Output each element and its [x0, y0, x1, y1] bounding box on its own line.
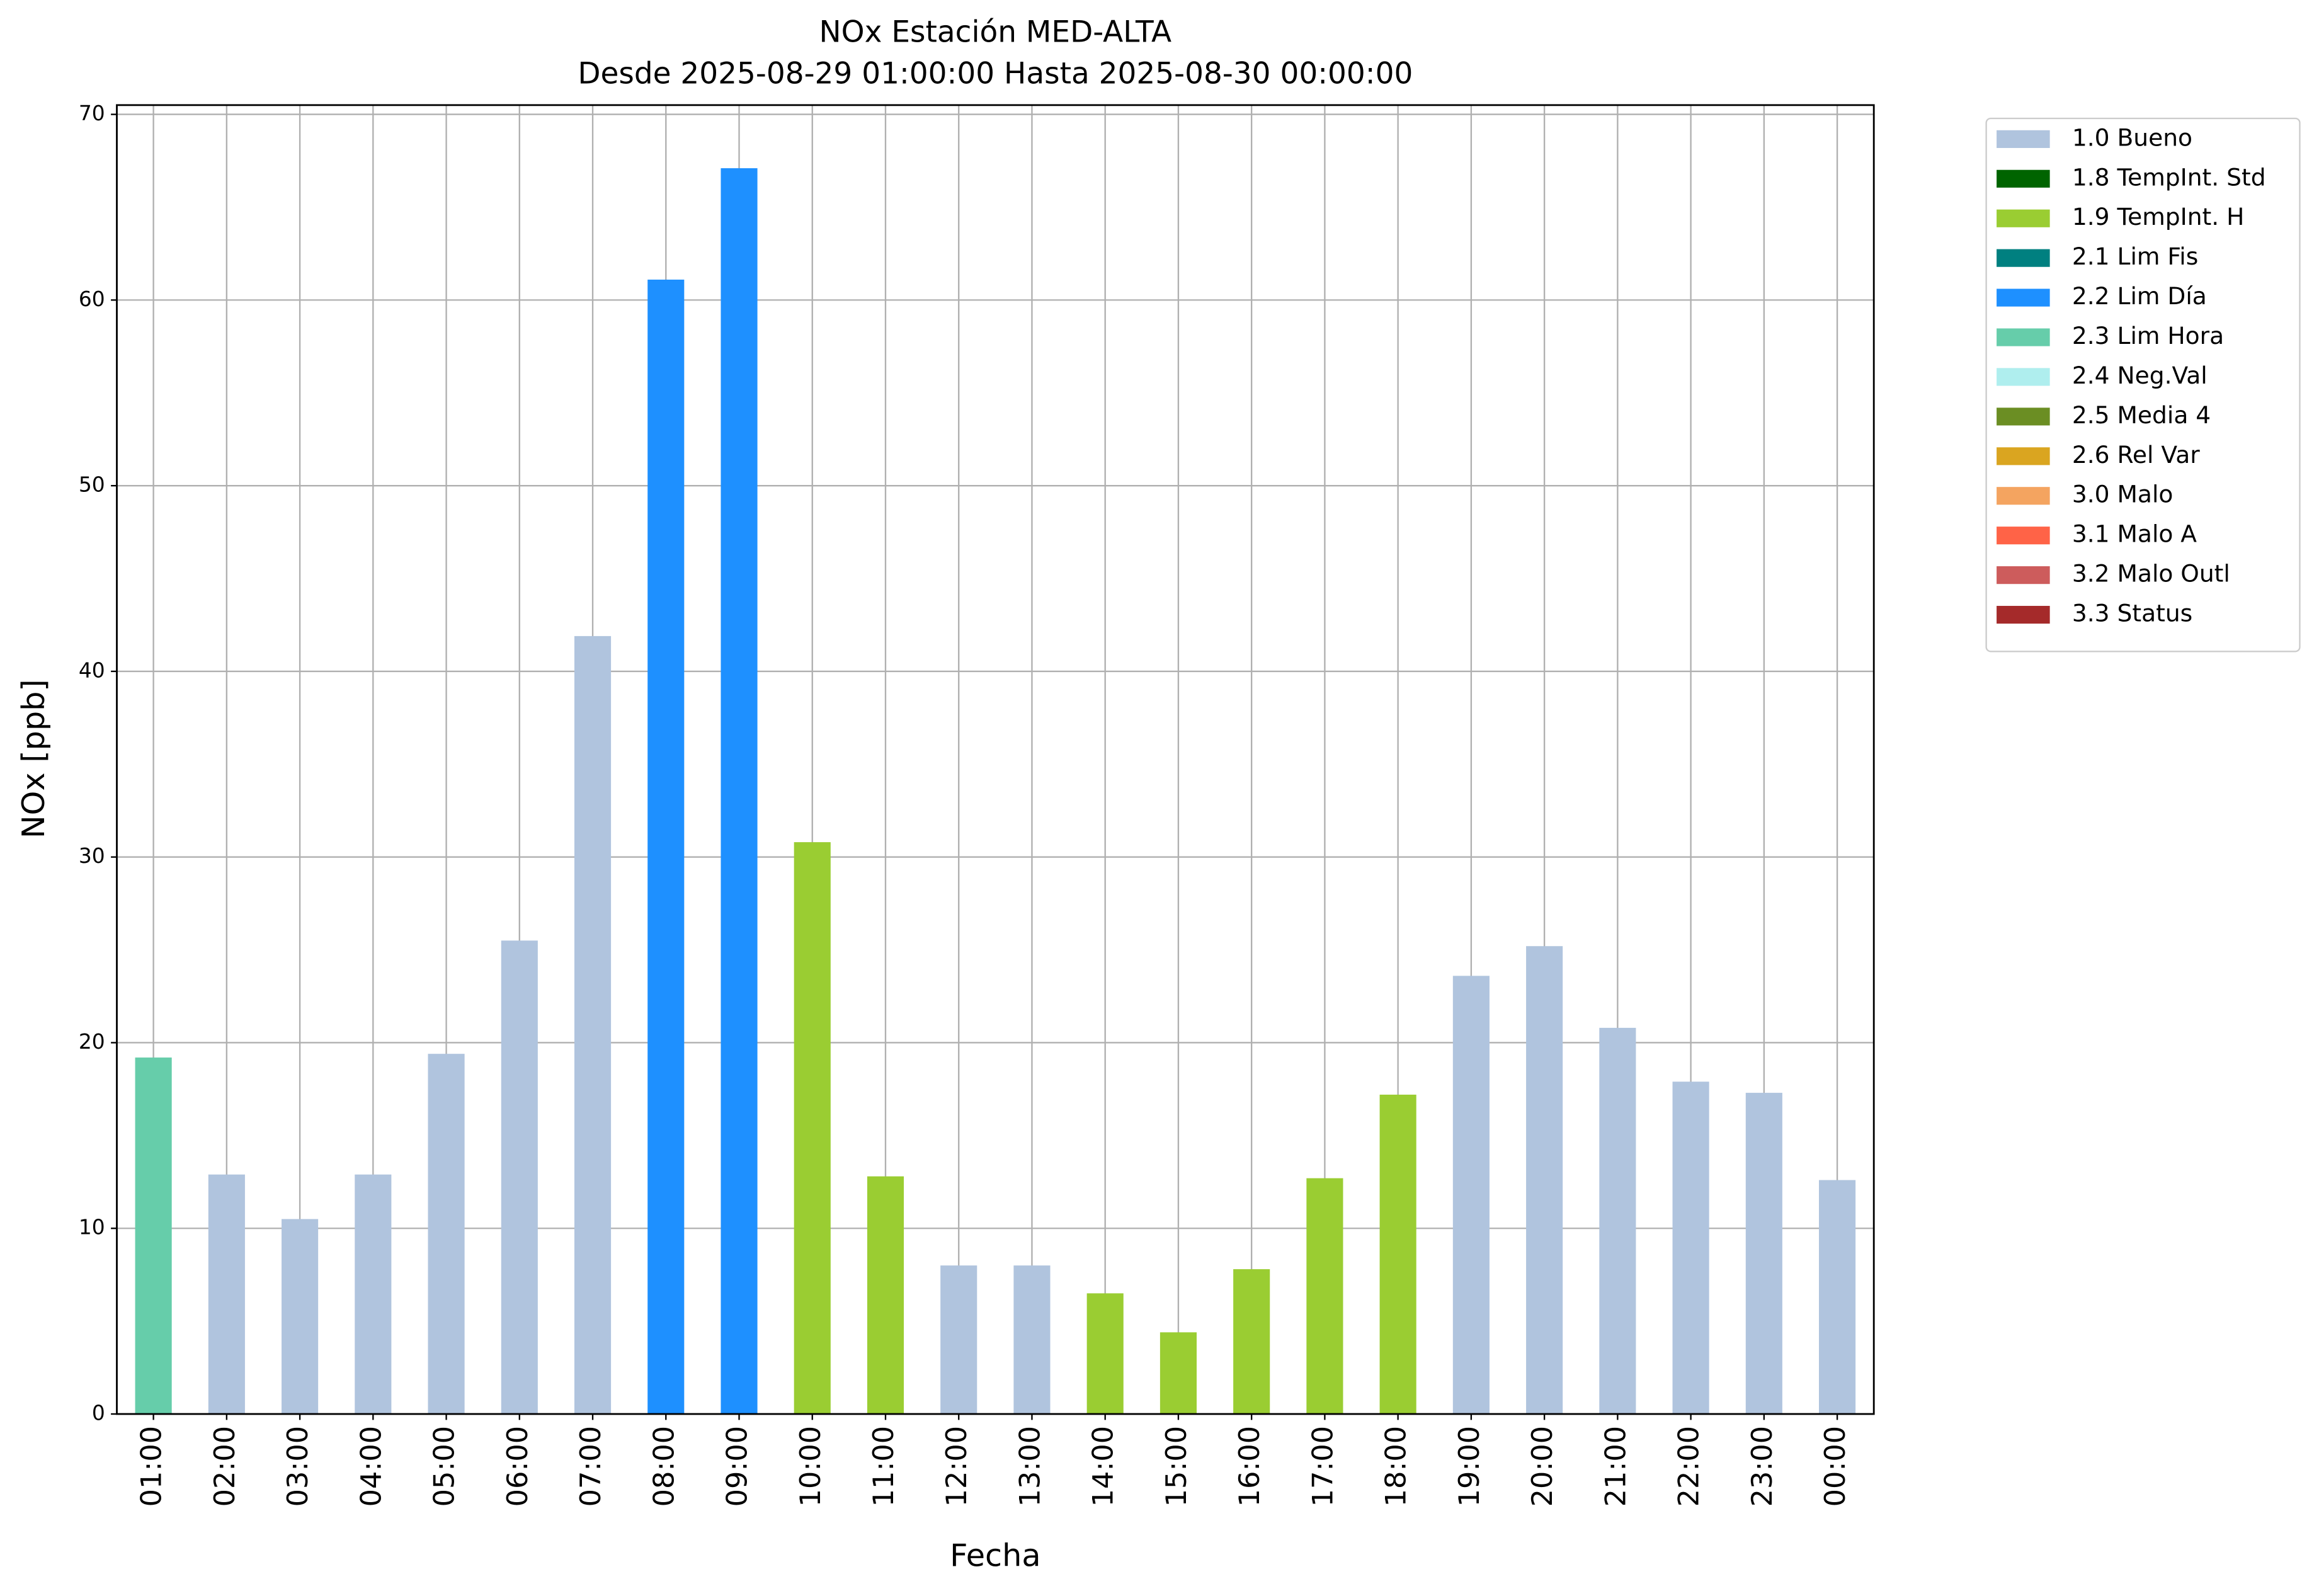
- legend-swatch: [1997, 487, 2050, 505]
- x-tick-label: 15:00: [1160, 1426, 1193, 1507]
- legend-label: 1.9 TempInt. H: [2072, 203, 2245, 231]
- bar: [501, 940, 538, 1415]
- x-tick-label: 20:00: [1526, 1426, 1559, 1507]
- legend-label: 2.3 Lim Hora: [2072, 322, 2224, 350]
- legend-swatch: [1997, 249, 2050, 267]
- bar: [1306, 1178, 1343, 1415]
- legend-label: 1.8 TempInt. Std: [2072, 163, 2266, 191]
- legend-swatch: [1997, 447, 2050, 465]
- x-tick-label: 05:00: [428, 1426, 461, 1507]
- x-tick-label: 22:00: [1673, 1426, 1706, 1507]
- legend-label: 3.3 Status: [2072, 600, 2192, 627]
- x-tick-label: 23:00: [1746, 1426, 1779, 1507]
- y-tick-label: 0: [92, 1401, 105, 1425]
- bar: [647, 279, 685, 1415]
- legend-label: 1.0 Bueno: [2072, 123, 2192, 151]
- x-tick-label: 17:00: [1306, 1426, 1339, 1507]
- x-tick-label: 14:00: [1087, 1426, 1120, 1507]
- legend-swatch: [1997, 288, 2050, 307]
- x-tick-label: 01:00: [135, 1426, 168, 1507]
- bar: [867, 1176, 904, 1415]
- x-tick-label: 18:00: [1380, 1426, 1413, 1507]
- bar: [1819, 1180, 1856, 1415]
- x-tick-label: 13:00: [1013, 1426, 1046, 1507]
- legend-label: 2.1 Lim Fis: [2072, 242, 2198, 270]
- legend-label: 2.4 Neg.Val: [2072, 362, 2208, 389]
- x-tick-label: 06:00: [501, 1426, 534, 1507]
- y-tick-label: 40: [79, 658, 105, 682]
- legend: 1.0 Bueno 1.8 TempInt. Std 1.9 TempInt. H 2…: [1985, 117, 2301, 653]
- legend-swatch: [1997, 527, 2050, 545]
- bar: [1160, 1332, 1197, 1415]
- legend-swatch: [1997, 605, 2050, 624]
- legend-frame: [1985, 117, 2301, 653]
- chart-title: NOx Estación MED-ALTA: [819, 15, 1172, 50]
- y-axis-label: NOx [ppb]: [15, 679, 52, 838]
- legend-label: 3.0 Malo: [2072, 481, 2174, 508]
- y-tick-label: 70: [79, 101, 105, 125]
- legend-swatch: [1997, 408, 2050, 426]
- x-tick-label: 07:00: [574, 1426, 607, 1507]
- x-tick-label: 16:00: [1233, 1426, 1266, 1507]
- bar: [428, 1054, 465, 1415]
- x-tick-label: 12:00: [940, 1426, 973, 1507]
- legend-label: 2.2 Lim Día: [2072, 282, 2207, 310]
- bar: [721, 168, 758, 1415]
- bar: [208, 1174, 245, 1415]
- chart-subtitle: Desde 2025-08-29 01:00:00 Hasta 2025-08-…: [578, 56, 1413, 91]
- bar: [1086, 1293, 1124, 1415]
- legend-swatch: [1997, 209, 2050, 227]
- bar: [1013, 1265, 1051, 1415]
- x-tick-label: 10:00: [794, 1426, 827, 1507]
- x-tick-label: 02:00: [208, 1426, 241, 1507]
- x-tick-label: 08:00: [647, 1426, 680, 1507]
- bar: [355, 1174, 392, 1415]
- x-tick-label: 11:00: [867, 1426, 900, 1507]
- legend-label: 2.6 Rel Var: [2072, 441, 2200, 469]
- x-tick-label: 21:00: [1599, 1426, 1632, 1507]
- legend-swatch: [1997, 368, 2050, 386]
- x-tick-label: 03:00: [282, 1426, 314, 1507]
- legend-swatch: [1997, 130, 2050, 148]
- legend-swatch: [1997, 169, 2050, 188]
- bar: [1379, 1095, 1416, 1415]
- bar: [135, 1057, 172, 1415]
- bar: [1745, 1093, 1782, 1415]
- legend-label: 3.2 Malo Outl: [2072, 560, 2230, 588]
- x-tick-label: 09:00: [721, 1426, 754, 1507]
- y-tick-label: 50: [79, 472, 105, 497]
- bar: [574, 636, 612, 1415]
- bar: [794, 842, 831, 1415]
- bar: [1526, 946, 1563, 1415]
- x-tick-label: 00:00: [1819, 1426, 1852, 1507]
- plot-frame: [116, 104, 1875, 1415]
- x-tick-label: 04:00: [355, 1426, 387, 1507]
- bar: [940, 1265, 977, 1415]
- y-tick-label: 30: [79, 843, 105, 868]
- bar: [282, 1219, 319, 1415]
- x-axis-label: Fecha: [950, 1537, 1041, 1573]
- legend-label: 3.1 Malo A: [2072, 520, 2197, 548]
- bar: [1452, 976, 1490, 1415]
- bar: [1672, 1081, 1709, 1415]
- legend-swatch: [1997, 566, 2050, 584]
- legend-swatch: [1997, 328, 2050, 346]
- x-tick-label: 19:00: [1453, 1426, 1486, 1507]
- y-tick-label: 60: [79, 287, 105, 311]
- y-tick-label: 20: [79, 1029, 105, 1054]
- y-tick-label: 10: [79, 1215, 105, 1240]
- bar: [1599, 1027, 1636, 1415]
- legend-label: 2.5 Media 4: [2072, 401, 2211, 429]
- bar: [1233, 1269, 1270, 1415]
